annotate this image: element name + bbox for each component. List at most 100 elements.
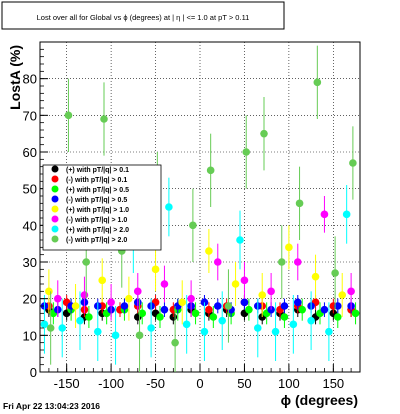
data-point [98, 276, 107, 285]
series-7 [40, 177, 351, 365]
y-axis-title: LostA (%) [7, 45, 23, 110]
data-point [189, 221, 197, 230]
legend-marker [51, 195, 59, 203]
axis-ticks: -150 -100 -50 0 50 100 150 0 10 20 30 40 50 60 70 80 [23, 41, 361, 391]
x-tick-label: 100 [278, 376, 300, 391]
data-point [71, 302, 80, 310]
legend-marker [51, 235, 59, 243]
data-point [245, 305, 253, 314]
data-point [205, 305, 213, 314]
y-tick-label: 70 [23, 108, 37, 123]
data-point [58, 324, 67, 332]
data-point [178, 298, 187, 307]
series-5 [45, 225, 347, 328]
y-tick-label: 60 [23, 145, 37, 160]
x-tick-label: -100 [98, 376, 124, 391]
data-point [213, 302, 222, 310]
data-point [85, 313, 93, 321]
legend-marker [51, 185, 59, 193]
data-point [165, 203, 173, 211]
data-point [135, 331, 144, 340]
data-point [267, 287, 275, 296]
data-point [342, 210, 351, 219]
data-point [218, 316, 227, 325]
legend-marker [51, 225, 59, 233]
data-point [289, 320, 298, 329]
data-point [182, 320, 191, 329]
legend-label: (-) with pT/|q| > 0.5 [66, 197, 127, 204]
legend-marker [51, 165, 59, 173]
x-axis-title: ϕ (degrees) [281, 392, 358, 408]
data-point [333, 313, 342, 321]
data-point [160, 280, 169, 288]
data-point [280, 313, 289, 321]
data-point [231, 280, 240, 288]
y-tick-label: 0 [30, 365, 37, 380]
data-point [107, 298, 115, 307]
data-point [240, 298, 249, 307]
data-point [160, 305, 169, 314]
data-point [111, 331, 120, 340]
data-point [313, 78, 322, 87]
data-point [349, 159, 357, 167]
data-point [40, 320, 49, 329]
data-point [320, 305, 329, 314]
data-point [205, 247, 213, 255]
data-point [307, 316, 315, 325]
data-point [120, 302, 129, 310]
data-point [209, 313, 218, 321]
x-tick-label: -150 [54, 376, 80, 391]
data-point [156, 313, 164, 321]
chart-title: Lost over all for Global vs ϕ (degrees) … [37, 13, 250, 22]
data-point [271, 327, 280, 336]
data-point [171, 338, 179, 347]
data-point [138, 309, 147, 318]
data-point [311, 272, 320, 281]
data-point [76, 316, 84, 325]
data-point [242, 148, 251, 156]
data-point [293, 298, 302, 307]
y-tick-label: 20 [23, 292, 37, 307]
data-point [64, 111, 73, 120]
data-point [46, 324, 55, 332]
y-tick-label: 50 [23, 182, 37, 197]
data-point [285, 243, 293, 252]
data-point [298, 305, 307, 314]
data-point [45, 287, 53, 296]
data-point [277, 258, 286, 266]
data-point [151, 265, 160, 274]
x-tick-label: -50 [146, 376, 165, 391]
data-point [325, 327, 333, 336]
legend-label: (-) with pT/|q| > 1.0 [66, 217, 127, 224]
data-point [125, 294, 133, 303]
data-point [320, 210, 329, 219]
data-point [295, 199, 304, 208]
data-point [53, 294, 62, 303]
data-point [280, 302, 289, 310]
timestamp: Fri Apr 22 13:04:23 2016 [3, 401, 100, 411]
title-box [1, 1, 285, 30]
data-point [200, 327, 209, 336]
data-point [224, 302, 233, 310]
legend-marker [51, 175, 59, 183]
legend: (+) with pT/|q| > 0.1 (-) with pT/|q| > 0… [42, 164, 162, 251]
data-point [187, 294, 195, 303]
y-tick-label: 80 [23, 72, 37, 87]
legend-label: (+) with pT/|q| > 1.0 [66, 207, 129, 214]
data-point [260, 129, 268, 138]
data-point [80, 291, 89, 299]
data-point [93, 327, 102, 336]
data-point [133, 287, 142, 296]
x-tick-label: 0 [196, 376, 203, 391]
legend-label: (+) with pT/|q| > 2.0 [66, 227, 129, 234]
data-point [333, 302, 342, 310]
legend-marker [51, 205, 59, 213]
legend-label: (-) with pT/|q| > 0.1 [66, 177, 127, 184]
data-point [82, 258, 91, 266]
data-point [347, 287, 355, 296]
data-point [267, 305, 275, 314]
data-point [206, 166, 215, 175]
legend-label: (+) with pT/|q| > 0.5 [66, 187, 129, 194]
data-point [258, 291, 267, 299]
